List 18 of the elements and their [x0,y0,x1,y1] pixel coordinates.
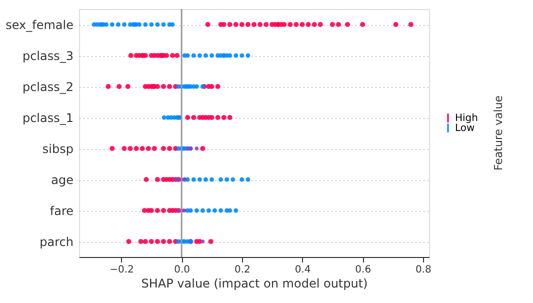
y-tick-label: pclass_3 [22,49,74,63]
legend-title: Feature value [492,95,505,171]
y-tick-label: sibsp [42,142,74,156]
legend-label: High [455,113,478,124]
x-tick-label: 0.8 [416,264,432,276]
y-tick-label: age [51,173,74,187]
y-tick-label: parch [40,235,74,249]
x-tick-label: 0.6 [355,264,372,276]
y-tick-label: sex_female [6,18,74,32]
x-tick-label: 0.0 [174,264,190,276]
x-axis-title: SHAP value (impact on model output) [141,276,368,290]
y-tick-label: fare [50,204,74,218]
y-tick-label: pclass_1 [22,111,74,125]
legend-label: Low [455,123,475,134]
y-tick-label: pclass_2 [22,80,74,94]
x-tick-label: −0.2 [110,264,134,276]
x-tick-label: 0.4 [294,264,311,276]
x-tick-label: 0.2 [234,264,250,276]
